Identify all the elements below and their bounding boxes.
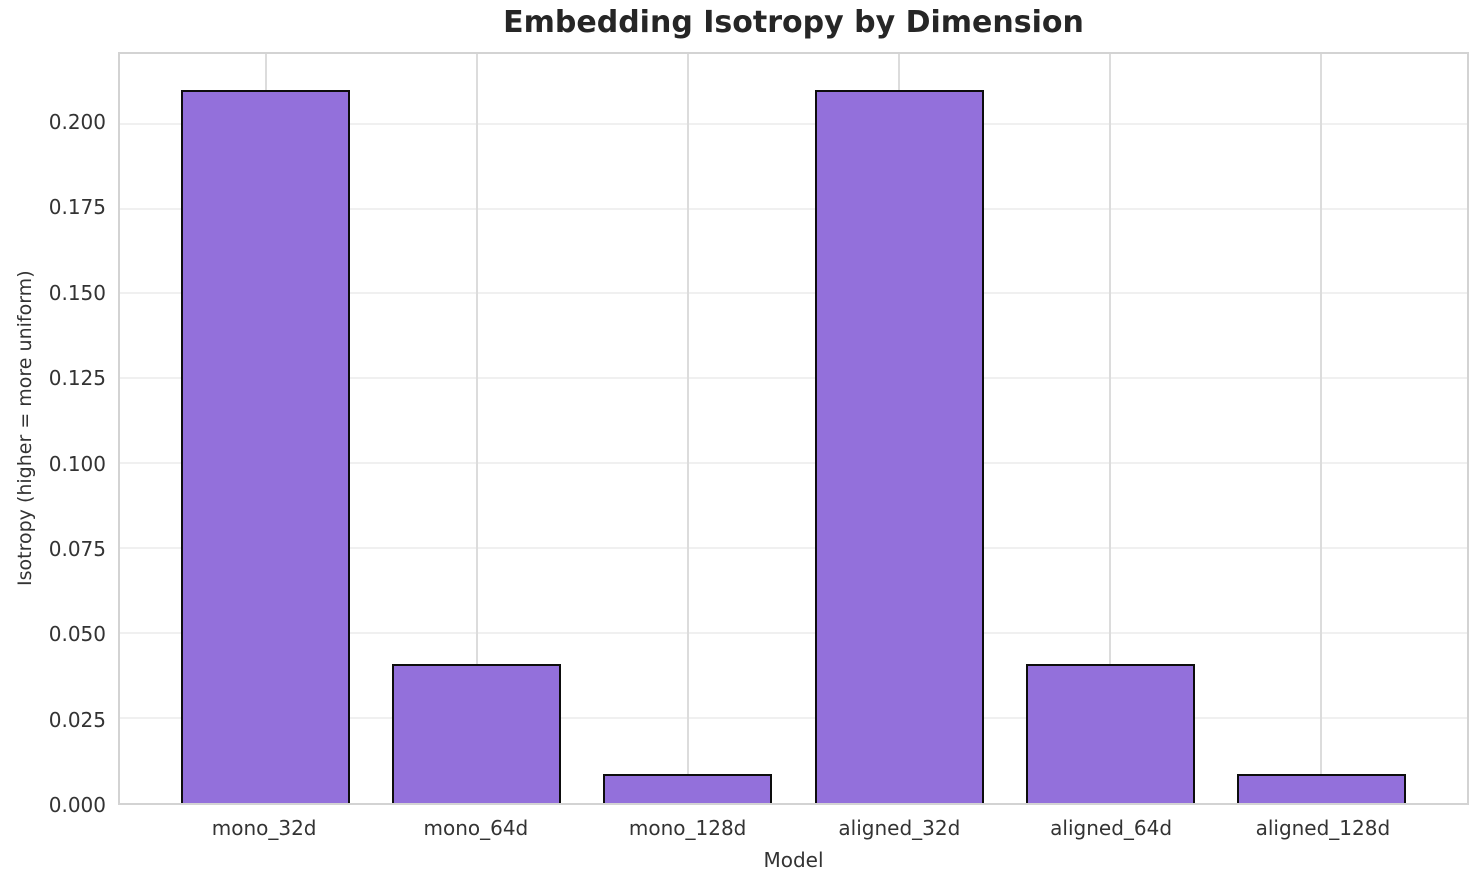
x-tick-label-mono_64d: mono_64d: [423, 816, 529, 840]
x-tick-label-aligned_128d: aligned_128d: [1255, 816, 1391, 840]
y-tick-label: 0.000: [48, 793, 106, 817]
y-tick-label: 0.200: [48, 110, 106, 134]
y-tick-label: 0.150: [48, 280, 106, 305]
grid-line-vertical: [686, 54, 689, 803]
bar-aligned_32d: [814, 89, 984, 803]
grid-line-horizontal: [120, 547, 1467, 550]
grid-line-horizontal: [120, 717, 1467, 720]
grid-line-horizontal: [120, 377, 1467, 380]
grid-line-vertical: [1109, 54, 1112, 803]
chart-title: Embedding Isotropy by Dimension: [503, 5, 1084, 40]
grid-line-vertical: [475, 54, 478, 803]
grid-line-horizontal: [120, 462, 1467, 465]
bar-aligned_128d: [1236, 774, 1406, 803]
x-tick-label-aligned_64d: aligned_64d: [1050, 816, 1173, 840]
x-tick-label-mono_32d: mono_32d: [211, 816, 317, 840]
x-axis-label: Model: [763, 848, 824, 872]
bar-mono_32d: [181, 89, 351, 803]
y-tick-label: 0.175: [48, 195, 106, 220]
x-tick-label-aligned_32d: aligned_32d: [838, 816, 961, 840]
plot-area: [118, 52, 1469, 805]
bar-mono_128d: [603, 774, 773, 803]
y-tick-label: 0.125: [48, 366, 106, 391]
x-tick-label-mono_128d: mono_128d: [628, 816, 747, 840]
y-axis-label: Isotropy (higher = more uniform): [14, 270, 36, 587]
grid-line-horizontal: [120, 292, 1467, 295]
bar-aligned_64d: [1025, 663, 1195, 803]
y-tick-label: 0.025: [48, 707, 106, 732]
grid-line-horizontal: [120, 632, 1467, 635]
grid-line-horizontal: [120, 122, 1467, 125]
y-tick-label: 0.050: [48, 622, 106, 647]
bar-mono_64d: [392, 663, 562, 803]
grid-line-horizontal: [120, 207, 1467, 210]
grid-line-vertical: [1320, 54, 1323, 803]
y-tick-label: 0.075: [48, 536, 106, 561]
y-tick-label: 0.100: [48, 451, 106, 476]
